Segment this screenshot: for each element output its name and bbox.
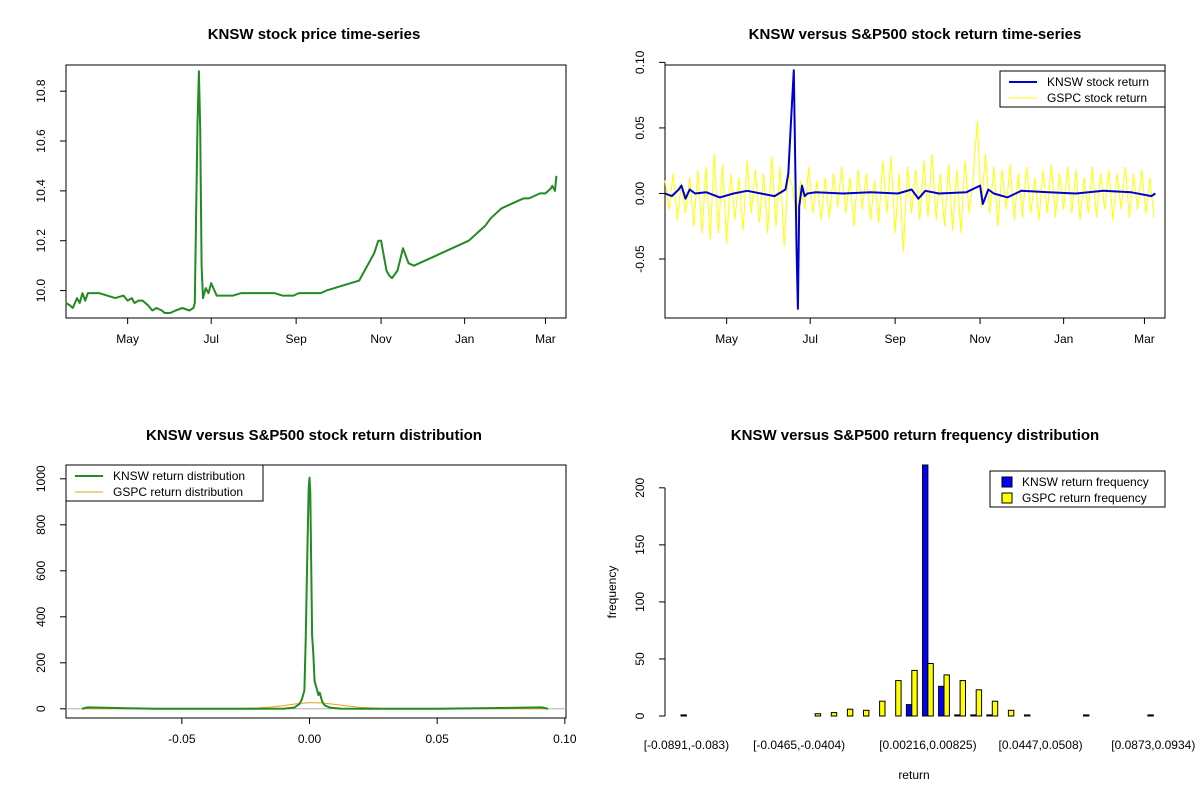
frequency-gspc-bar xyxy=(959,680,966,717)
density-y-tick-label: 200 xyxy=(34,652,48,672)
density-chart-title: KNSW versus S&P500 stock return distribu… xyxy=(146,427,482,444)
frequency-gspc-bar xyxy=(814,713,822,717)
frequency-legend-swatch xyxy=(1001,492,1013,504)
frequency-y-axis-label: frequency xyxy=(605,566,619,619)
density-legend-label: KNSW return distribution xyxy=(113,469,245,483)
frequency-knsw-bar xyxy=(970,714,977,717)
frequency-x-tick-label: [0.0873,0.0934) xyxy=(1111,738,1195,752)
frequency-x-tick-label: [-0.0465,-0.0404) xyxy=(753,738,845,752)
frequency-gspc-bar xyxy=(863,709,870,717)
returns-y-tick-label: -0.05 xyxy=(633,245,647,273)
returns-legend-box xyxy=(999,70,1166,108)
frequency-gspc-bar xyxy=(943,674,950,717)
price-chart-title: KNSW stock price time-series xyxy=(208,26,421,43)
returns-legend-label: GSPC stock return xyxy=(1047,91,1147,105)
frequency-legend-label: KNSW return frequency xyxy=(1022,475,1149,489)
density-legend-box xyxy=(65,464,264,502)
price-x-tick-label: Jan xyxy=(455,332,474,346)
price-x-tick-label: Jul xyxy=(204,332,219,346)
price-chart-panel: KNSW stock price time-series 10.0 10.2 10.… xyxy=(34,26,567,346)
frequency-knsw-bar xyxy=(922,464,929,717)
frequency-knsw-bar xyxy=(954,714,961,717)
density-y-tick-label: 400 xyxy=(34,606,48,626)
frequency-gspc-bar xyxy=(895,680,902,717)
density-y-tick-label: 0 xyxy=(34,705,48,712)
frequency-y-tick-label: 0 xyxy=(633,712,647,719)
returns-x-tick-label: Jan xyxy=(1054,332,1073,346)
returns-y-tick-label: 0.05 xyxy=(633,116,647,140)
frequency-y-tick-label: 150 xyxy=(633,535,647,555)
frequency-x-axis-label: return xyxy=(898,768,929,782)
density-y-tick-label: 600 xyxy=(34,560,48,580)
frequency-x-tick-label: [0.0447,0.0508) xyxy=(999,738,1083,752)
returns-x-tick-label: May xyxy=(715,332,738,346)
frequency-gspc-bar xyxy=(1024,714,1031,717)
frequency-legend-swatch xyxy=(1001,476,1013,488)
returns-chart-panel: KNSW versus S&P500 stock return time-ser… xyxy=(633,26,1166,346)
returns-chart-title: KNSW versus S&P500 stock return time-ser… xyxy=(749,26,1082,43)
returns-legend-label: KNSW stock return xyxy=(1047,75,1149,89)
price-plot-frame xyxy=(65,64,567,319)
frequency-knsw-bar xyxy=(1147,714,1154,717)
frequency-y-tick-label: 200 xyxy=(633,477,647,497)
frequency-y-tick-label: 100 xyxy=(633,592,647,612)
frequency-gspc-bar xyxy=(911,669,918,717)
frequency-gspc-bar xyxy=(830,712,838,717)
density-plot-frame xyxy=(65,464,567,719)
density-y-tick-label: 1000 xyxy=(34,465,48,492)
density-x-tick-label: 0.10 xyxy=(553,732,577,746)
frequency-gspc-bar xyxy=(879,700,886,717)
returns-y-tick-label: 0.00 xyxy=(633,181,647,205)
frequency-chart-panel: KNSW versus S&P500 return frequency dist… xyxy=(605,427,1195,782)
price-y-tick-label: 10.6 xyxy=(34,129,48,153)
returns-gspc-line xyxy=(664,120,1155,252)
density-chart-panel: KNSW versus S&P500 stock return distribu… xyxy=(34,427,577,746)
returns-x-tick-label: Jul xyxy=(803,332,818,346)
frequency-gspc-bar xyxy=(975,689,983,717)
frequency-gspc-bar xyxy=(991,700,999,717)
density-x-tick-label: 0.05 xyxy=(426,732,450,746)
density-knsw-line xyxy=(81,476,549,710)
price-x-tick-label: Mar xyxy=(535,332,556,346)
frequency-gspc-bar xyxy=(846,708,854,717)
frequency-legend-box xyxy=(989,470,1166,508)
frequency-knsw-bar xyxy=(938,685,945,717)
price-y-tick-label: 10.0 xyxy=(34,279,48,303)
returns-y-tick-label: 0.10 xyxy=(633,50,647,74)
price-y-tick-label: 10.4 xyxy=(34,179,48,203)
frequency-chart-title: KNSW versus S&P500 return frequency dist… xyxy=(731,427,1099,444)
price-y-tick-label: 10.2 xyxy=(34,229,48,253)
price-x-tick-label: May xyxy=(116,332,139,346)
density-x-tick-label: 0.00 xyxy=(298,732,322,746)
frequency-knsw-bar xyxy=(905,704,913,717)
price-x-tick-label: Nov xyxy=(370,332,391,346)
price-y-tick-label: 10.8 xyxy=(34,79,48,103)
density-legend-label: GSPC return distribution xyxy=(113,485,243,499)
frequency-gspc-bar xyxy=(1007,709,1015,717)
returns-x-tick-label: Nov xyxy=(969,332,990,346)
density-y-tick-label: 800 xyxy=(34,514,48,534)
frequency-x-tick-label: [0.00216,0.00825) xyxy=(879,738,976,752)
frequency-knsw-bar xyxy=(680,714,687,717)
returns-x-tick-label: Sep xyxy=(884,332,906,346)
frequency-legend-label: GSPC return frequency xyxy=(1022,491,1147,505)
returns-x-tick-label: Mar xyxy=(1134,332,1155,346)
frequency-gspc-bar xyxy=(927,663,934,717)
price-x-tick-label: Sep xyxy=(285,332,307,346)
frequency-knsw-bar xyxy=(986,714,993,717)
density-x-tick-label: -0.05 xyxy=(168,732,196,746)
frequency-knsw-bar xyxy=(1083,714,1090,717)
returns-knsw-line xyxy=(664,69,1156,310)
frequency-x-tick-label: [-0.0891,-0.083) xyxy=(644,738,729,752)
frequency-y-tick-label: 50 xyxy=(633,652,647,666)
price-series-line xyxy=(65,70,558,314)
